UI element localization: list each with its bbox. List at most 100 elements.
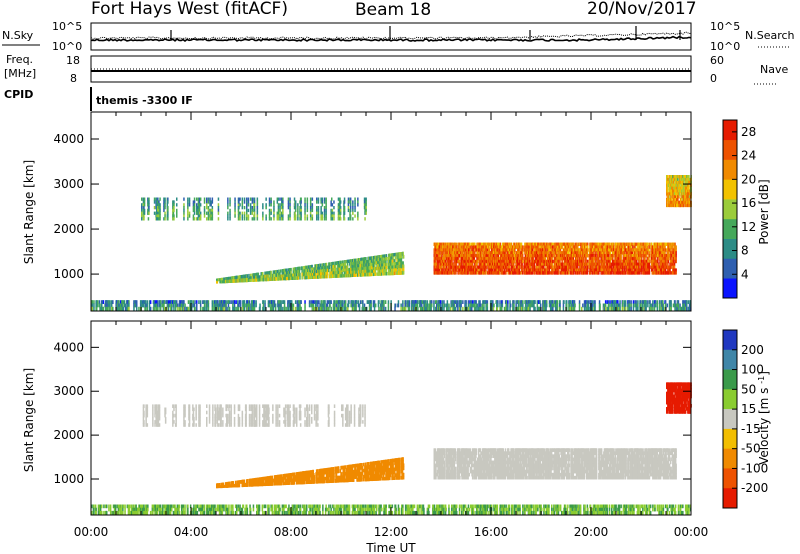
data-cell [311, 303, 314, 308]
data-cell [202, 300, 204, 304]
data-cell [519, 265, 521, 269]
data-cell [311, 264, 313, 268]
data-cell [191, 306, 193, 311]
data-cell [363, 303, 366, 308]
data-cell [399, 258, 401, 263]
data-cell [349, 197, 352, 201]
data-cell [331, 265, 334, 269]
data-cell [238, 206, 240, 210]
data-cell [193, 303, 196, 308]
data-cell [297, 211, 299, 215]
data-cell [522, 300, 524, 304]
data-cell [260, 275, 262, 279]
data-cell [456, 251, 458, 255]
data-cell [256, 214, 259, 218]
data-cell [211, 206, 214, 210]
data-cell [217, 217, 220, 221]
data-cell [434, 248, 437, 252]
data-cell [371, 259, 373, 264]
data-cell [349, 206, 352, 210]
data-cell [309, 203, 312, 207]
data-cell [362, 306, 364, 311]
data-cell [173, 217, 175, 221]
data-cell [404, 303, 407, 308]
data-cell [323, 272, 326, 276]
data-cell [538, 300, 540, 304]
data-cell [441, 300, 444, 304]
data-cell [472, 271, 474, 275]
data-cell [282, 211, 284, 215]
data-cell [247, 203, 250, 207]
data-cell [400, 306, 402, 311]
data-cell [203, 300, 205, 304]
data-cell [356, 273, 359, 277]
data-cell [306, 203, 309, 207]
data-cell [166, 203, 169, 207]
data-cell [439, 259, 441, 264]
data-cell [483, 242, 486, 246]
data-cell [246, 211, 248, 215]
data-cell [538, 306, 540, 311]
data-cell [370, 300, 372, 304]
data-cell [391, 268, 394, 273]
data-cell [181, 300, 183, 304]
data-cell [308, 303, 311, 308]
data-cell [339, 217, 342, 221]
data-cell [248, 303, 251, 308]
data-cell [176, 203, 178, 207]
data-cell [249, 203, 252, 207]
data-cell [452, 303, 455, 308]
data-cell [312, 303, 315, 308]
data-cell [444, 271, 447, 275]
data-cell [381, 303, 383, 308]
data-cell [93, 300, 95, 304]
data-cell [198, 300, 200, 304]
data-cell [241, 211, 244, 215]
data-cell [187, 208, 189, 213]
data-cell [359, 300, 362, 304]
data-cell [449, 306, 452, 311]
data-cell [323, 217, 326, 221]
data-cell [485, 303, 487, 308]
data-cell [637, 303, 639, 308]
data-cell [368, 269, 371, 274]
data-cell [311, 197, 314, 201]
data-cell [203, 197, 206, 201]
data-cell [388, 268, 390, 273]
data-cell [434, 300, 437, 304]
data-cell [417, 300, 419, 304]
data-cell [300, 211, 302, 215]
data-cell [188, 203, 191, 207]
data-cell [456, 259, 458, 264]
data-cell [373, 258, 375, 263]
data-cell [662, 306, 665, 311]
data-cell [253, 211, 256, 215]
data-cell [256, 217, 259, 221]
data-cell [282, 306, 284, 311]
data-cell [243, 303, 246, 308]
data-cell [323, 269, 326, 273]
data-cell [197, 197, 200, 201]
data-cell [437, 262, 439, 266]
data-cell [477, 268, 479, 272]
data-cell [552, 254, 554, 258]
data-cell [238, 214, 240, 218]
data-cell [289, 200, 291, 204]
data-cell [497, 300, 499, 304]
data-cell [556, 300, 559, 304]
data-cell [468, 265, 470, 269]
data-cell [385, 272, 388, 276]
data-cell [486, 254, 489, 258]
data-cell [357, 214, 359, 218]
data-cell [343, 197, 346, 201]
data-cell [279, 272, 281, 276]
data-cell [282, 208, 284, 213]
data-cell [365, 257, 367, 261]
data-cell [304, 200, 306, 204]
data-cell [637, 306, 639, 311]
data-cell [262, 214, 264, 218]
data-cell [158, 217, 160, 221]
data-cell [513, 303, 515, 308]
data-cell [325, 211, 327, 215]
data-cell [594, 303, 596, 308]
